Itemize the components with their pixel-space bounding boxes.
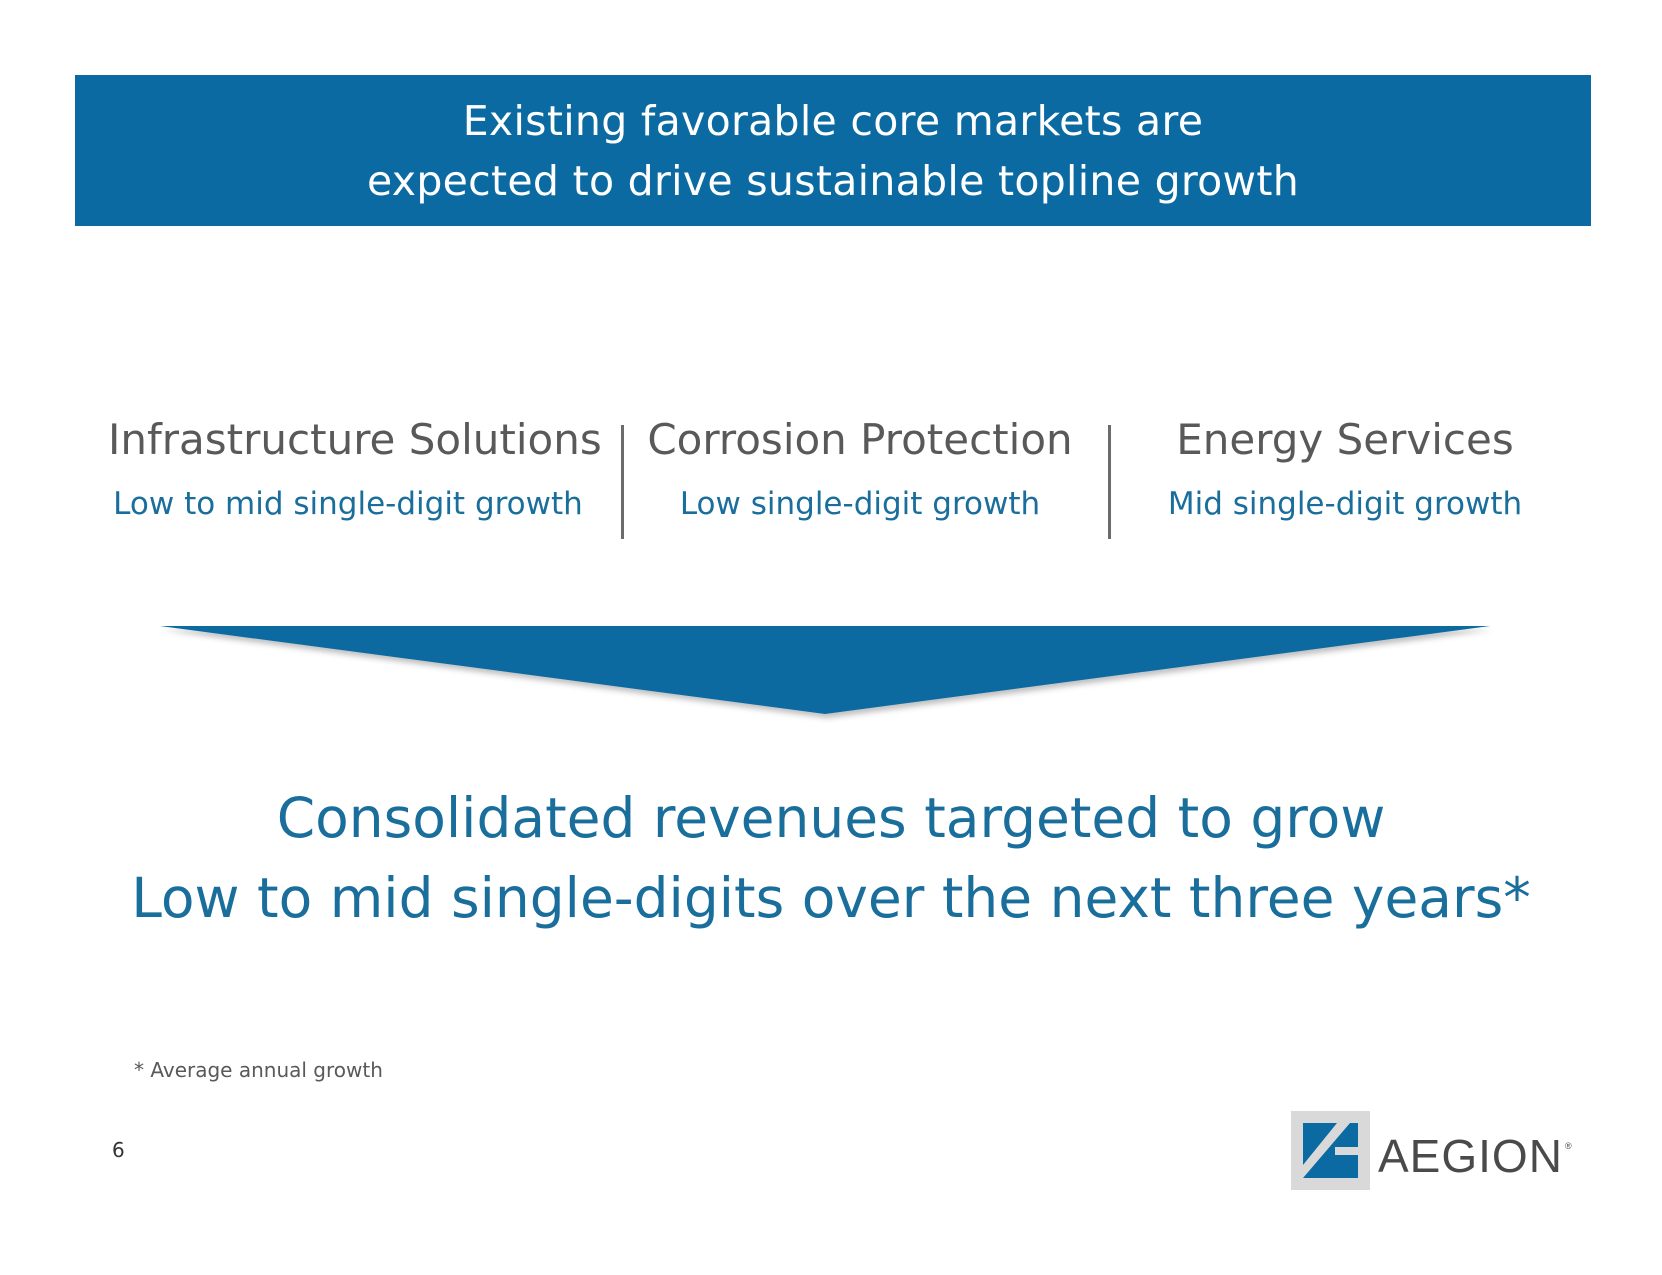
segment-title: Infrastructure Solutions [108, 415, 602, 464]
aegion-logo: AEGION ® [1291, 1111, 1572, 1190]
aegion-logo-mark-icon [1291, 1111, 1370, 1190]
segment-corrosion-protection: Corrosion Protection Low single-digit gr… [645, 412, 1075, 526]
footnote: * Average annual growth [134, 1058, 383, 1082]
segment-title: Corrosion Protection [647, 415, 1073, 464]
headline-line-2: Low to mid single-digits over the next t… [131, 866, 1531, 930]
segment-divider [1108, 425, 1111, 539]
segment-energy-services: Energy Services Mid single-digit growth [1150, 412, 1540, 526]
aegion-logo-text: AEGION [1378, 1129, 1563, 1182]
segment-divider [621, 425, 624, 539]
headline-line-1: Consolidated revenues targeted to grow [276, 786, 1386, 850]
segment-growth: Mid single-digit growth [1167, 486, 1523, 522]
down-arrow-shape [160, 626, 1490, 714]
segment-title: Energy Services [1176, 415, 1514, 464]
page-number: 6 [112, 1138, 125, 1162]
slide-title-banner: Existing favorable core markets are expe… [75, 75, 1591, 226]
slide-title-line-1: Existing favorable core markets are [462, 96, 1204, 145]
headline: Consolidated revenues targeted to grow L… [0, 778, 1662, 938]
segment-infrastructure-solutions: Infrastructure Solutions Low to mid sing… [108, 412, 602, 526]
registered-mark: ® [1564, 1141, 1572, 1151]
segment-growth: Low single-digit growth [679, 486, 1041, 522]
segment-growth: Low to mid single-digit growth [113, 486, 583, 522]
slide-title-line-2: expected to drive sustainable topline gr… [366, 156, 1300, 205]
